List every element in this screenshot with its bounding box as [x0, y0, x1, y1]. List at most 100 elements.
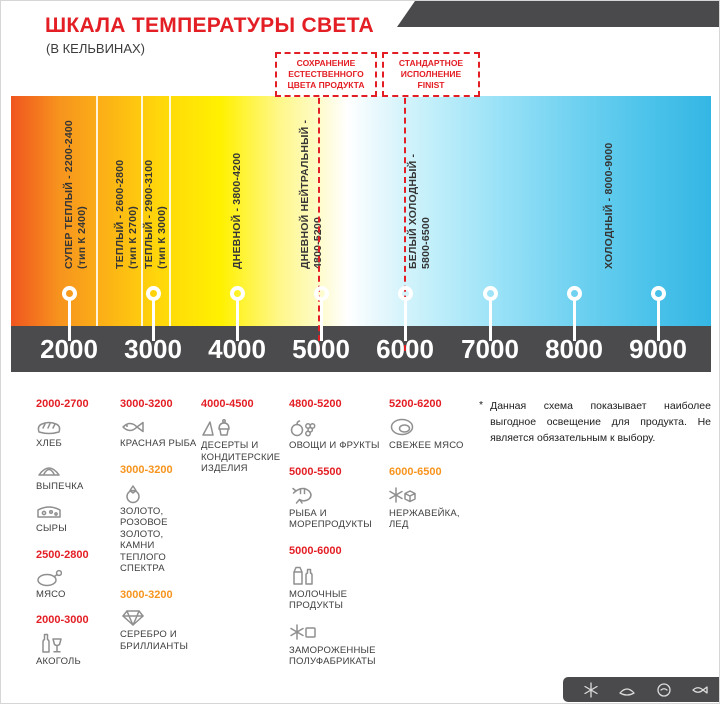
dumpling-icon — [657, 682, 671, 697]
tick-marker — [229, 286, 245, 301]
frozen-icon — [289, 621, 383, 643]
item-label: МЯСО — [36, 588, 66, 600]
legend-group: 6000-6500 НЕРЖАВЕЙКА, ЛЕД — [389, 466, 475, 531]
list-item: СЕРЕБРО И БРИЛЛИАНТЫ — [120, 607, 200, 652]
range-label: 2000-2700 — [36, 398, 89, 410]
dumpling-icon — [619, 687, 635, 696]
dairy-icon — [289, 563, 383, 587]
legend-group: 5200-6200 СВЕЖЕЕ МЯСО — [389, 398, 475, 452]
callout-line: FINIST — [417, 80, 445, 91]
tick-marker — [397, 286, 413, 301]
tick-stem — [488, 300, 492, 341]
scale-bar — [11, 326, 711, 372]
fruits-icon — [289, 416, 383, 438]
legend-group: 5000-6000 МОЛОЧНЫЕ ПРОДУКТЫ ЗАМОРОЖЕННЫЕ… — [289, 545, 383, 668]
tick-stem — [319, 300, 323, 341]
tick-marker — [313, 286, 329, 301]
legend-group: 2000-2700 ХЛЕБ ВЫПЕЧКА — [36, 398, 114, 535]
tick-stem — [67, 300, 71, 341]
callout-line: ЦВЕТА ПРОДУКТА — [287, 80, 365, 91]
range-label: 3000-3200 — [120, 463, 173, 476]
list-item: МЯСО — [36, 567, 114, 601]
item-label: СВЕЖЕЕ МЯСО — [389, 440, 464, 451]
legend-group: 2500-2800 МЯСО — [36, 549, 114, 601]
zone-label-daylight-neutral: ДНЕВНОЙ НЕЙТРАЛЬНЫЙ - 4800-5200 — [299, 119, 324, 269]
item-label: СЕРЕБРО И БРИЛЛИАНТЫ — [120, 629, 189, 652]
dessert-icon — [201, 416, 289, 438]
item-label: ДЕСЕРТЫ И КОНДИТЕРСКИЕ ИЗДЕЛИЯ — [201, 440, 281, 475]
fish-icon — [692, 685, 708, 694]
list-item: ДЕСЕРТЫ И КОНДИТЕРСКИЕ ИЗДЕЛИЯ — [201, 416, 289, 475]
page-subtitle: (В КЕЛЬВИНАХ) — [46, 41, 145, 56]
item-label: СЫРЫ — [36, 523, 67, 535]
range-label: 4800-5200 — [289, 398, 342, 410]
cheese-icon — [36, 501, 114, 521]
callout-natural-color: СОХРАНЕНИЕ ЕСТЕСТВЕННОГО ЦВЕТА ПРОДУКТА — [275, 52, 377, 98]
item-label: ЗАМОРОЖЕННЫЕ ПОЛУФАБРИКАТЫ — [289, 644, 376, 668]
tick-stem — [151, 300, 155, 341]
list-item: ХЛЕБ — [36, 416, 114, 450]
legend-group: 5000-5500 РЫБА И МОРЕПРОДУКТЫ — [289, 466, 383, 531]
snowflake-icon — [584, 681, 598, 698]
callout-line: ИСПОЛНЕНИЕ — [400, 69, 462, 80]
legend-group: 3000-3200 СЕРЕБРО И БРИЛЛИАНТЫ — [120, 589, 200, 652]
kelvin-gradient — [11, 96, 711, 326]
zone-separator — [96, 96, 98, 326]
zone-label-cool-white: БЕЛЫЙ ХОЛОДНЫЙ - 5800-6500 — [407, 153, 432, 269]
footnote-text: Данная схема показывает наиболее выгодно… — [490, 400, 711, 444]
item-label: ВЫПЕЧКА — [36, 480, 84, 492]
item-label: ХЛЕБ — [36, 438, 62, 449]
tick-marker — [650, 286, 666, 301]
pastry-icon — [36, 459, 114, 479]
legend-group: 2000-3000 АКОГОЛЬ — [36, 614, 114, 668]
bread-icon — [36, 416, 114, 436]
tick-stem — [572, 300, 576, 341]
callout-finist-standard: СТАНДАРТНОЕ ИСПОЛНЕНИЕ FINIST — [382, 52, 480, 98]
range-label: 5200-6200 — [389, 398, 442, 410]
tick-label: 8000 — [545, 334, 603, 364]
tick-marker — [145, 286, 161, 301]
tick-stem — [656, 300, 660, 341]
zone-label-super-warm: СУПЕР ТЕПЛЫЙ - 2200-2400 (тип К 2400) — [63, 120, 88, 269]
page-title: ШКАЛА ТЕМПЕРАТУРЫ СВЕТА — [45, 14, 374, 37]
range-label: 4000-4500 — [201, 398, 254, 410]
zone-label-warm-2700: ТЕПЛЫЙ - 2600-2800 (тип К 2700) — [114, 159, 139, 269]
footnote-star: * — [479, 399, 484, 411]
tick-stem — [235, 300, 239, 341]
tick-label: 9000 — [629, 334, 687, 364]
list-item: КРАСНАЯ РЫБА — [120, 416, 200, 450]
callout-line: ЕСТЕСТВЕННОГО — [288, 69, 364, 80]
callout-line: СОХРАНЕНИЕ — [296, 58, 356, 68]
legend-group: 4800-5200 ОВОЩИ И ФРУКТЫ — [289, 398, 383, 452]
zone-label-daylight: ДНЕВНОЙ - 3800-4200 — [231, 152, 243, 269]
tick-marker — [61, 286, 77, 301]
range-label: 5000-5500 — [289, 465, 342, 478]
legend: 2000-2700 ХЛЕБ ВЫПЕЧКА — [1, 396, 719, 703]
item-label: ЗОЛОТО, РОЗОВОЕ ЗОЛОТО, КАМНИ ТЕПЛОГО СП… — [120, 505, 168, 575]
dashed-line-6000 — [404, 88, 406, 351]
tick-marker — [566, 286, 582, 301]
item-label: КРАСНАЯ РЫБА — [120, 438, 197, 449]
item-label: НЕРЖАВЕЙКА, ЛЕД — [389, 507, 460, 531]
tick-label: 2000 — [40, 334, 98, 364]
ice-icon — [389, 484, 475, 506]
range-label: 6000-6500 — [389, 465, 442, 478]
list-item: ВЫПЕЧКА — [36, 459, 114, 493]
seafood-icon — [289, 484, 383, 506]
legend-group: 3000-3200 ЗОЛОТО, РОЗОВОЕ ЗОЛОТО, КАМНИ … — [120, 464, 200, 575]
top-right-band — [397, 1, 719, 27]
list-item: НЕРЖАВЕЙКА, ЛЕД — [389, 484, 475, 531]
list-item: АКОГОЛЬ — [36, 632, 114, 668]
tick-label: 4000 — [208, 334, 266, 364]
frozen-products-badge — [563, 677, 719, 702]
legend-group: 4000-4500 ДЕСЕРТЫ И КОНДИТЕРСКИЕ ИЗДЕЛИЯ — [201, 398, 289, 475]
legend-column-2: 3000-3200 КРАСНАЯ РЫБА 3000-3200 ЗОЛОТО,… — [120, 398, 200, 666]
list-item: СВЕЖЕЕ МЯСО — [389, 416, 475, 452]
fresh-meat-icon — [389, 416, 475, 438]
range-label: 3000-3200 — [120, 398, 173, 410]
list-item: РЫБА И МОРЕПРОДУКТЫ — [289, 484, 383, 531]
legend-column-3: 4000-4500 ДЕСЕРТЫ И КОНДИТЕРСКИЕ ИЗДЕЛИЯ — [201, 398, 289, 489]
tick-label: 3000 — [124, 334, 182, 364]
list-item: СЫРЫ — [36, 501, 114, 535]
item-label: ОВОЩИ И ФРУКТЫ — [289, 440, 380, 451]
